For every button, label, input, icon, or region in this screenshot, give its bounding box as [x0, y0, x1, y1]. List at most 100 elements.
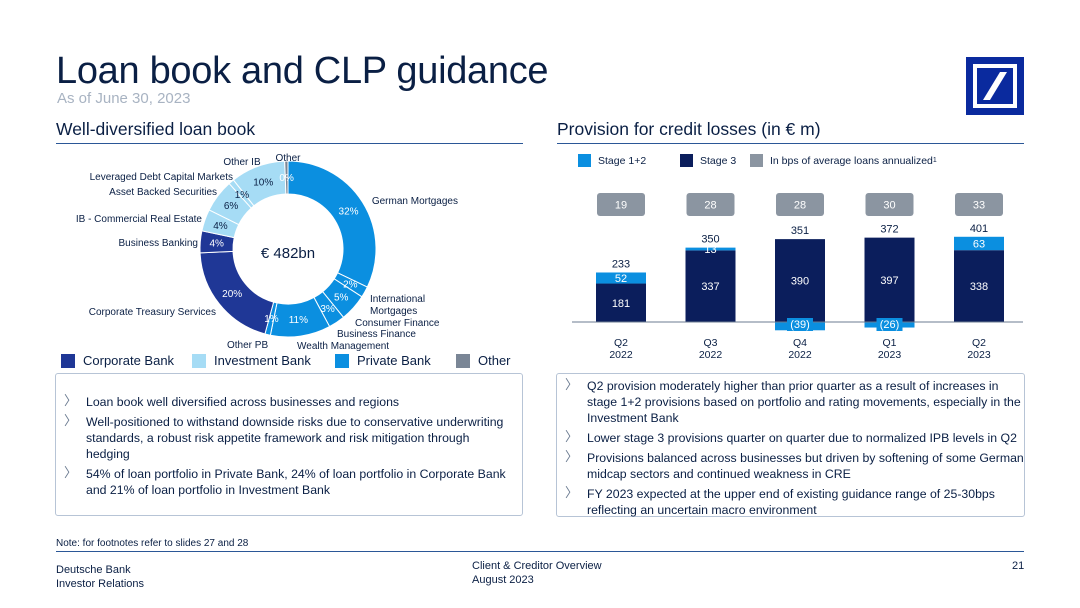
donut-pct-business-banking: 4%: [210, 239, 225, 250]
right-section-rule: [557, 143, 1024, 144]
legend-swatch: [456, 353, 470, 368]
chevron-right-icon: 〉: [64, 465, 78, 480]
legend-item-private-bank: Private Bank: [335, 353, 456, 368]
bar-total-label: 350: [701, 234, 719, 246]
left-bullet: 〉 54% of loan portfolio in Private Bank, …: [64, 465, 506, 498]
bar-label-stage12: 52: [615, 273, 627, 285]
legend-item-stage3: Stage 3: [680, 154, 750, 167]
right-bullet: 〉 Provisions balanced across businesses b…: [565, 449, 1024, 482]
x-tick-label: Q3: [703, 337, 717, 349]
bps-label: 19: [615, 200, 627, 212]
bar-stage12: [954, 236, 1004, 251]
bar-label-stage3: 337: [701, 281, 719, 293]
chevron-right-icon: 〉: [64, 393, 78, 408]
bar-stage3: [685, 250, 736, 322]
bar-total-label: 372: [880, 224, 898, 236]
chevron-right-icon: 〉: [64, 413, 78, 428]
cat-label-wealth-management: Wealth Management: [297, 341, 389, 352]
x-tick-label: 2022: [609, 349, 633, 361]
cat-label-consumer-finance: Consumer Finance: [355, 318, 440, 329]
bps-pill: [776, 193, 824, 216]
chevron-right-icon: 〉: [565, 485, 579, 500]
footer-rule: [56, 551, 1024, 552]
bps-label: 33: [973, 200, 985, 212]
cat-label-business-finance: Business Finance: [337, 329, 416, 340]
x-tick-label: 2023: [878, 349, 902, 361]
bar-label-stage3: 338: [970, 281, 988, 293]
cat-label-other-pb: Other PB: [227, 340, 268, 351]
bps-label: 28: [704, 200, 716, 212]
x-tick-label: Q1: [882, 337, 896, 349]
bar-label-stage12: (39): [790, 319, 810, 331]
bps-pill: [865, 193, 914, 216]
bar-label-stage3: 181: [612, 298, 630, 310]
donut-pct-other-pb: 1%: [264, 314, 279, 325]
left-bullet: 〉 Well-positioned to withstand downside r…: [64, 413, 504, 462]
bar-stage3: [596, 283, 646, 322]
footer-company: Deutsche Bank Investor Relations: [56, 564, 145, 590]
donut-slice-german-mortgages: [287, 160, 377, 288]
donut-pct-business-finance: 3%: [320, 304, 335, 315]
legend-swatch: [192, 353, 206, 368]
clp-section-title: Provision for credit losses (in € m): [557, 119, 821, 139]
clp-legend: Stage 1+2 Stage 3 In bps of average loan…: [578, 154, 937, 167]
page-title: Loan book and CLP guidance: [56, 50, 549, 92]
loan-book-legend: Corporate Bank Investment Bank Private B…: [61, 353, 511, 368]
bar-label-stage3: 397: [880, 275, 898, 287]
bar-label-stage12: (26): [880, 319, 900, 331]
cat-label-german-mortgages: German Mortgages: [372, 196, 458, 207]
left-commentary-box: 〉 Loan book well diversified across busin…: [55, 373, 523, 516]
bps-label: 30: [883, 200, 895, 212]
right-bullet: 〉 Lower stage 3 provisions quarter on qua…: [565, 429, 1017, 445]
bps-pill: [955, 193, 1003, 216]
right-commentary-box: 〉 Q2 provision moderately higher than pri…: [556, 373, 1025, 517]
bar-label-bg: [876, 318, 903, 331]
cat-label-international-mortgages-2: Mortgages: [370, 306, 417, 317]
bar-total-label: 351: [791, 225, 809, 237]
bps-pill: [597, 193, 645, 216]
left-section-rule: [56, 143, 523, 144]
x-tick-label: Q2: [972, 337, 986, 349]
footer-document: Client & Creditor Overview August 2023: [472, 560, 602, 586]
right-bullet: 〉 Q2 provision moderately higher than pri…: [565, 377, 1021, 426]
cat-label-other-ib: Other IB: [223, 157, 261, 168]
legend-item-bps: In bps of average loans annualized 1: [750, 154, 937, 167]
legend-swatch: [750, 154, 763, 167]
x-tick-label: Q2: [614, 337, 628, 349]
donut-pct-consumer-finance: 5%: [334, 292, 349, 303]
deutsche-bank-logo: [966, 57, 1024, 115]
donut-pct-international-mortgages: 2%: [343, 279, 358, 290]
right-bullet: 〉 FY 2023 expected at the upper end of ex…: [565, 485, 995, 518]
chevron-right-icon: 〉: [565, 449, 579, 464]
bar-stage3: [864, 237, 915, 322]
donut-pct-other-ib: 10%: [253, 177, 273, 188]
page-subtitle: As of June 30, 2023: [57, 90, 191, 107]
donut-pct-leveraged-debt-capital-markets: 1%: [235, 190, 250, 201]
bar-label-bg: [787, 318, 813, 331]
legend-item-stage12: Stage 1+2: [578, 154, 680, 167]
cat-label-ib-cre: IB - Commercial Real Estate: [76, 214, 203, 225]
legend-swatch: [680, 154, 693, 167]
bps-pill: [686, 193, 735, 216]
x-tick-label: Q4: [793, 337, 807, 349]
chevron-right-icon: 〉: [565, 429, 579, 444]
donut-pct-ib-commercial-real-estate: 4%: [213, 221, 228, 232]
cat-label-business-banking: Business Banking: [119, 238, 199, 249]
bar-stage3: [775, 239, 825, 322]
chevron-right-icon: 〉: [565, 377, 579, 392]
legend-item-investment-bank: Investment Bank: [192, 353, 335, 368]
legend-swatch: [61, 353, 75, 368]
bar-stage12: [685, 247, 736, 251]
bar-stage3: [954, 250, 1004, 322]
bar-label-stage12: 63: [973, 238, 985, 250]
x-tick-label: 2022: [699, 349, 723, 361]
donut-pct-corporate-treasury-services: 20%: [222, 289, 242, 300]
bar-total-label: 401: [970, 223, 988, 235]
x-tick-label: 2023: [967, 349, 991, 361]
loan-book-donut-chart: 32%2%5%3%11%1%20%4%4%6%1%10% 0% € 482bn G…: [76, 153, 458, 352]
legend-swatch: [335, 353, 349, 368]
cat-label-leveraged-debt: Leveraged Debt Capital Markets: [90, 172, 233, 183]
legend-item-corporate-bank: Corporate Bank: [61, 353, 192, 368]
x-tick-label: 2022: [788, 349, 812, 361]
